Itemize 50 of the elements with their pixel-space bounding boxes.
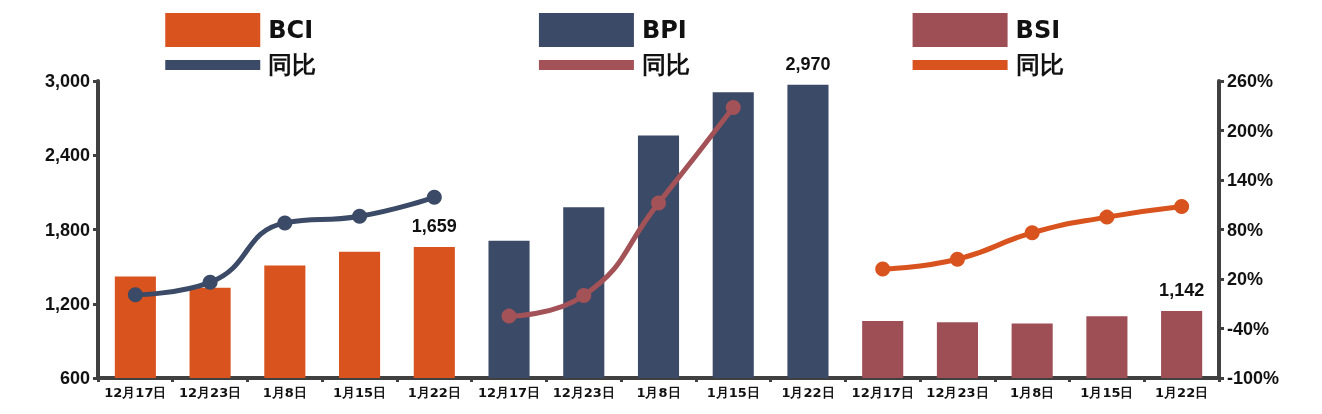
point: [725, 99, 741, 115]
x-tick-label: 12月17日: [851, 385, 914, 400]
point: [202, 274, 218, 290]
point: [352, 208, 368, 224]
y2-tick-label: 20%: [1227, 269, 1264, 289]
legend-label: 同比: [1015, 51, 1064, 79]
point: [426, 189, 442, 205]
point: [1174, 198, 1190, 214]
legend-label: 同比: [641, 51, 690, 79]
x-tick-label: 1月22日: [781, 385, 835, 400]
x-tick-label: 1月8日: [262, 385, 307, 400]
point: [875, 261, 891, 277]
point: [1024, 225, 1040, 241]
point: [1099, 209, 1115, 225]
legend-label: BCI: [268, 16, 314, 44]
x-tick-label: 1月22日: [1155, 385, 1209, 400]
legend-label: BSI: [1015, 16, 1061, 44]
y2-tick-label: 260%: [1227, 71, 1274, 91]
legend-label: BPI: [641, 16, 687, 44]
x-tick-label: 12月17日: [104, 385, 167, 400]
point: [501, 308, 517, 324]
x-tick-label: 1月22日: [407, 385, 461, 400]
data-label: 2,970: [785, 53, 831, 74]
y-tick-label: 2,400: [44, 145, 90, 166]
data-label: 1,659: [411, 215, 457, 236]
x-tick-label: 12月17日: [477, 385, 541, 400]
x-tick-label: 12月23日: [179, 385, 242, 400]
y-tick-label: 1,200: [44, 293, 90, 314]
point: [277, 215, 293, 231]
y2-tick-label: 140%: [1227, 170, 1274, 190]
x-tick-label: 1月8日: [1010, 385, 1055, 400]
y2-tick-label: 80%: [1227, 219, 1264, 240]
point: [127, 287, 143, 303]
x-tick-label: 1月15日: [706, 385, 760, 400]
y-tick-label: 600: [59, 368, 90, 388]
x-tick-label: 12月23日: [926, 385, 989, 400]
y2-tick-label: 200%: [1227, 120, 1274, 141]
y-tick-label: 3,000: [44, 71, 90, 91]
y-tick-label: 1,800: [44, 219, 90, 240]
x-tick-label: 12月23日: [552, 385, 615, 400]
y2-tick-label: -100%: [1227, 368, 1280, 388]
x-tick-label: 1月15日: [333, 385, 387, 400]
legend-label: 同比: [268, 51, 317, 79]
point: [651, 195, 666, 211]
x-tick-label: 1月8日: [636, 385, 681, 400]
y2-tick-label: -40%: [1227, 318, 1270, 339]
point: [576, 288, 592, 303]
x-tick-label: 1月15日: [1080, 385, 1134, 400]
data-label: 1,142: [1159, 279, 1205, 300]
point: [949, 251, 965, 267]
